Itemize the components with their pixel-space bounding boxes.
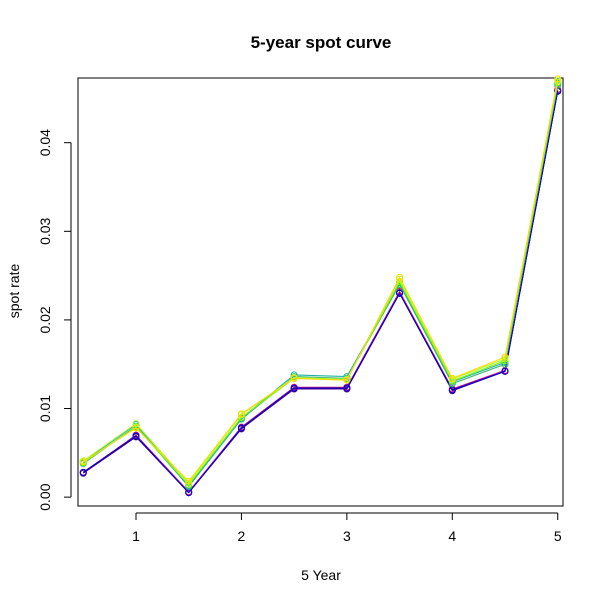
data-point [554,75,562,83]
series-line [82,91,559,494]
data-point [290,384,298,392]
series-line [82,80,559,484]
data-point [343,376,351,384]
data-point [501,353,509,361]
y-tick-label: 0.00 [37,483,53,510]
data-point [396,273,404,281]
y-tick-label: 0.03 [37,217,53,244]
x-tick-label: 1 [132,528,140,544]
y-axis-label: spot rate [6,264,22,319]
axes: 1 2 3 4 5 0.00 0.01 0.02 0.03 0.04 [37,129,562,544]
data-point [501,367,509,375]
plot-frame [77,77,564,507]
series-line [83,78,559,483]
series-line [82,89,559,493]
data-point [132,424,140,432]
data-point [448,374,456,382]
x-tick-label: 4 [448,528,456,544]
series-line [82,90,559,493]
series-line [82,83,559,487]
data-point [396,289,404,297]
series-line [82,91,559,494]
chart-title: 5-year spot curve [251,33,392,52]
data-point [343,384,351,392]
series-line [82,82,559,486]
x-tick-label: 2 [238,528,246,544]
data-point [290,374,298,382]
x-tick-label: 5 [554,528,562,544]
y-tick-label: 0.02 [37,306,53,333]
data-point [79,468,87,476]
data-point [132,432,140,440]
data-point [237,410,245,418]
x-axis-label: 5 Year [301,567,341,583]
series-layer [79,75,562,497]
data-point [237,424,245,432]
data-point [79,458,87,466]
y-tick-label: 0.01 [37,395,53,422]
y-tick-label: 0.04 [37,129,53,156]
x-tick-label: 3 [343,528,351,544]
data-point [132,420,140,428]
data-point [185,477,193,485]
series-line [82,84,559,488]
